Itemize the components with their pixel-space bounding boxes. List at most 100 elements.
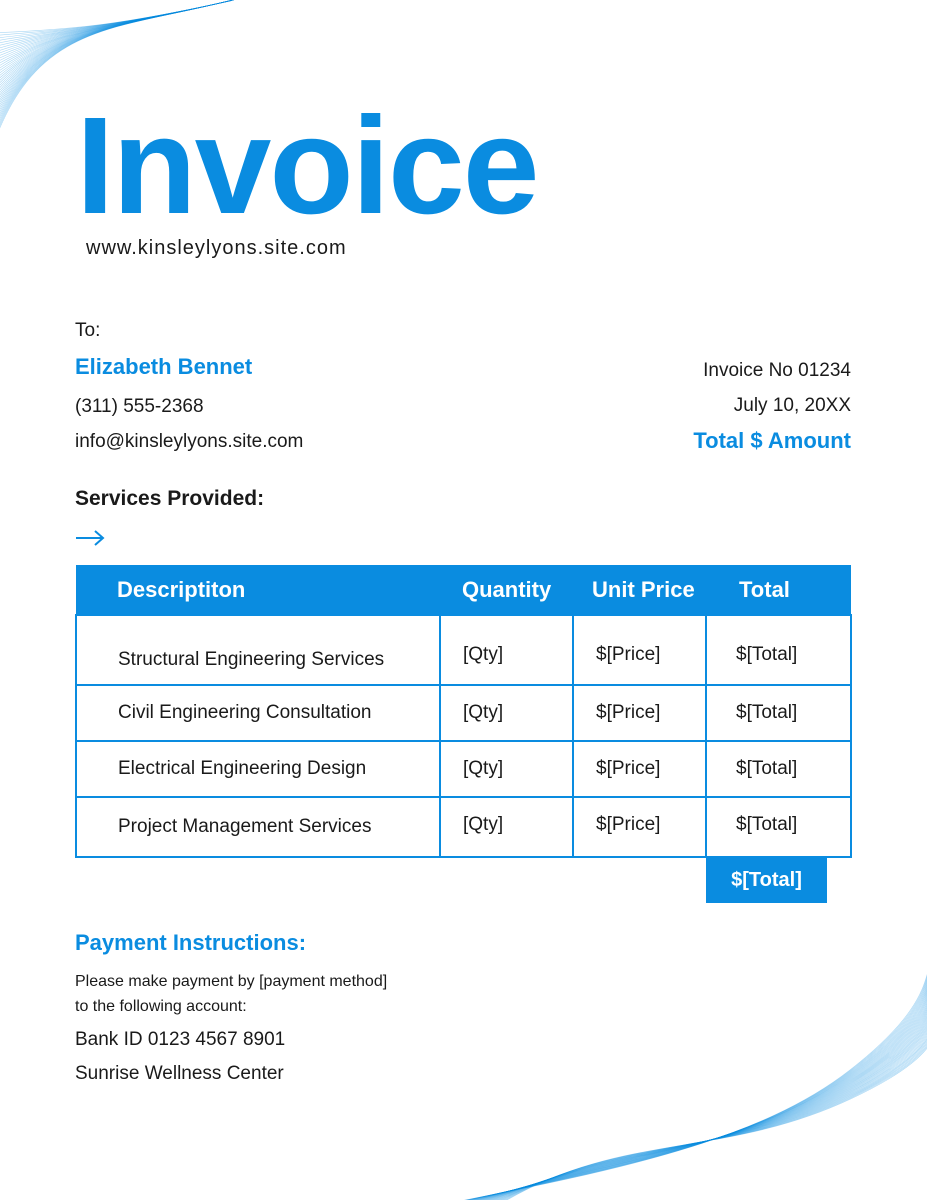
wave-line	[502, 1042, 927, 1200]
wave-line	[476, 1002, 927, 1200]
row-description: Structural Engineering Services	[75, 614, 441, 686]
wave-line	[0, 0, 234, 96]
wave-line	[0, 0, 235, 86]
payment-heading: Payment Instructions:	[75, 930, 307, 955]
wave-line	[0, 0, 234, 98]
wave-line	[480, 1011, 927, 1200]
wave-line	[0, 0, 234, 120]
wave-line	[498, 1038, 927, 1200]
page-title: Invoice	[76, 89, 540, 243]
table-row: Electrical Engineering Design [Qty] $[Pric…	[75, 740, 852, 798]
wave-line	[496, 1034, 927, 1200]
wave-line	[493, 1031, 927, 1200]
row-quantity: [Qty]	[439, 614, 574, 686]
wave-line	[492, 1029, 927, 1200]
wave-line	[0, 0, 235, 81]
wave-line	[0, 0, 234, 91]
table-row: Civil Engineering Consultation [Qty] $[Pri…	[75, 684, 852, 742]
row-total: $[Total]	[705, 614, 852, 686]
row-unit-price: $[Price]	[572, 684, 707, 742]
wave-line	[464, 974, 927, 1200]
row-unit-price: $[Price]	[572, 614, 707, 686]
wave-line	[0, 0, 234, 61]
wave-line	[474, 998, 927, 1200]
row-description: Civil Engineering Consultation	[75, 684, 441, 742]
wave-line	[0, 0, 233, 56]
invoice-number: Invoice No 01234	[703, 360, 851, 381]
wave-line	[0, 0, 235, 71]
wave-line	[0, 0, 234, 129]
row-unit-price: $[Price]	[572, 796, 707, 858]
wave-line	[500, 1039, 927, 1200]
wave-line	[465, 977, 927, 1200]
wave-line	[484, 1016, 927, 1200]
row-description: Project Management Services	[75, 796, 441, 858]
wave-line	[464, 975, 927, 1200]
wave-line	[0, 0, 231, 33]
wave-line	[483, 1014, 927, 1200]
wave-line	[0, 0, 234, 118]
wave-line	[468, 985, 927, 1200]
bank-id: Bank ID 0123 4567 8901	[75, 1029, 286, 1050]
wave-line	[0, 0, 234, 122]
header-unit-price: Unit Price	[573, 565, 706, 615]
wave-line	[0, 0, 233, 51]
website: www.kinsleylyons.site.com	[86, 237, 347, 259]
wave-line	[0, 0, 235, 79]
row-total: $[Total]	[705, 796, 852, 858]
account-name: Sunrise Wellness Center	[75, 1063, 284, 1084]
row-quantity: [Qty]	[439, 740, 574, 798]
wave-line	[506, 1047, 927, 1200]
wave-line	[0, 0, 231, 36]
wave-line	[0, 0, 232, 41]
wave-line	[0, 0, 234, 125]
wave-line	[486, 1020, 927, 1200]
wave-line	[491, 1027, 927, 1200]
wave-line	[471, 991, 927, 1200]
wave-line	[0, 0, 234, 94]
wave-line	[485, 1018, 927, 1200]
wave-line	[0, 0, 234, 127]
table-row: Structural Engineering Services [Qty] $[Pr…	[75, 614, 852, 686]
wave-line	[501, 1041, 927, 1200]
wave-line	[495, 1033, 927, 1200]
wave-line	[466, 979, 927, 1200]
header-description: Descriptiton	[76, 565, 440, 615]
wave-line	[473, 996, 927, 1200]
wave-line	[469, 987, 927, 1200]
wave-line	[478, 1006, 927, 1200]
wave-line	[479, 1009, 927, 1200]
wave-line	[0, 0, 233, 59]
payment-line-1: Please make payment by [payment method]	[75, 973, 388, 990]
wave-line	[0, 0, 235, 84]
wave-line	[475, 1000, 927, 1200]
wave-line	[497, 1036, 927, 1200]
wave-line	[0, 0, 232, 44]
invoice-total: Total $ Amount	[693, 428, 851, 453]
row-quantity: [Qty]	[439, 684, 574, 742]
wave-line	[0, 0, 234, 108]
wave-line	[477, 1004, 927, 1200]
wave-line	[0, 0, 235, 74]
wave-line	[0, 0, 234, 69]
wave-line	[490, 1026, 927, 1200]
wave-line	[487, 1022, 927, 1200]
wave-line	[0, 0, 235, 76]
services-heading: Services Provided:	[75, 487, 265, 510]
row-quantity: [Qty]	[439, 796, 574, 858]
payment-line-2: to the following account:	[75, 998, 247, 1015]
wave-line	[0, 0, 234, 103]
wave-line	[0, 0, 232, 46]
wave-line	[0, 0, 234, 106]
wave-line	[0, 0, 234, 101]
client-phone: (311) 555-2368	[75, 396, 204, 417]
client-name: Elizabeth Bennet	[75, 354, 253, 379]
wave-line	[0, 0, 235, 89]
wave-line	[0, 0, 233, 54]
wave-line	[504, 1044, 927, 1200]
wave-line	[0, 0, 234, 66]
wave-line	[505, 1046, 927, 1200]
wave-line	[0, 0, 234, 110]
row-total: $[Total]	[705, 684, 852, 742]
